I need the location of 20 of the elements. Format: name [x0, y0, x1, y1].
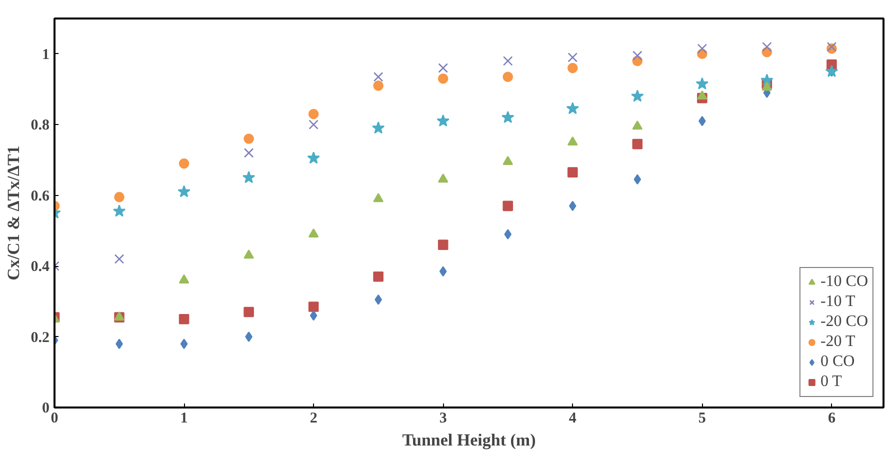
x-tick-label: 6 — [828, 410, 836, 426]
legend-label: -20 CO — [820, 313, 868, 331]
x-tick-label: 2 — [310, 410, 318, 426]
y-axis-title: Cx/C1 & ΔTx/ΔT1 — [4, 146, 23, 280]
legend-label: -20 T — [820, 333, 856, 351]
legend-label: -10 CO — [820, 273, 868, 291]
x-tick-label: 3 — [439, 410, 447, 426]
legend-label: -10 T — [820, 293, 856, 311]
y-tick-label: 0.8 — [30, 118, 50, 134]
y-tick-label: 0.4 — [30, 259, 50, 276]
x-tick-label: 1 — [180, 410, 188, 426]
y-tick-label: 0.6 — [30, 188, 50, 204]
legend-label: 0 T — [820, 373, 842, 391]
legend-label: 0 CO — [820, 353, 855, 371]
x-tick-label: 5 — [698, 410, 706, 426]
x-tick-label: 4 — [568, 410, 577, 426]
y-tick-label: 0 — [42, 400, 50, 416]
x-axis-title: Tunnel Height (m) — [402, 430, 536, 450]
y-tick-label: 0.2 — [30, 330, 50, 346]
y-tick-label: 1 — [42, 46, 50, 63]
